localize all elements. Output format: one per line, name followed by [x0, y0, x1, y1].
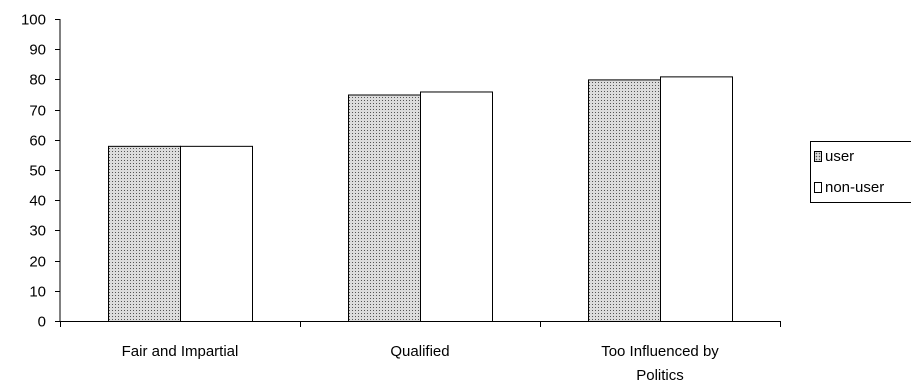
y-tick-label: 40 — [29, 193, 46, 210]
bar-user — [348, 94, 421, 322]
legend-item-user: user — [814, 147, 854, 165]
y-tick-label: 80 — [29, 72, 46, 89]
legend-label-user: user — [825, 147, 855, 165]
legend-item-non-user: non-user — [814, 178, 884, 196]
bar-user — [108, 145, 181, 322]
bar-non-user — [180, 145, 253, 322]
y-tick-label: 90 — [29, 42, 46, 59]
bar-non-user — [420, 91, 493, 323]
y-tick-label: 50 — [29, 163, 46, 180]
x-category-label: Qualified — [390, 343, 449, 360]
x-category-label: Fair and Impartial — [122, 343, 239, 360]
y-tick-label: 20 — [29, 254, 46, 271]
bar-user — [588, 79, 661, 323]
y-tick-label: 60 — [29, 133, 46, 150]
y-tick-label: 100 — [21, 12, 46, 29]
legend-swatch-non-user — [814, 181, 822, 193]
bar-series — [108, 76, 733, 323]
bar-non-user — [660, 76, 733, 322]
y-tick-label: 70 — [29, 103, 46, 120]
x-axis: Fair and Impartial Qualified Too Influence… — [60, 321, 781, 384]
y-tick-label: 30 — [29, 223, 46, 240]
y-tick-label: 10 — [29, 284, 46, 301]
x-category-label: Too Influenced by Politics — [601, 343, 719, 384]
legend: user non-user — [810, 141, 911, 203]
y-axis: 0 10 20 30 40 50 60 70 80 90 100 — [21, 12, 61, 331]
y-tick-label: 0 — [38, 314, 46, 331]
legend-label-non-user: non-user — [825, 178, 885, 196]
legend-swatch-user — [814, 150, 822, 162]
